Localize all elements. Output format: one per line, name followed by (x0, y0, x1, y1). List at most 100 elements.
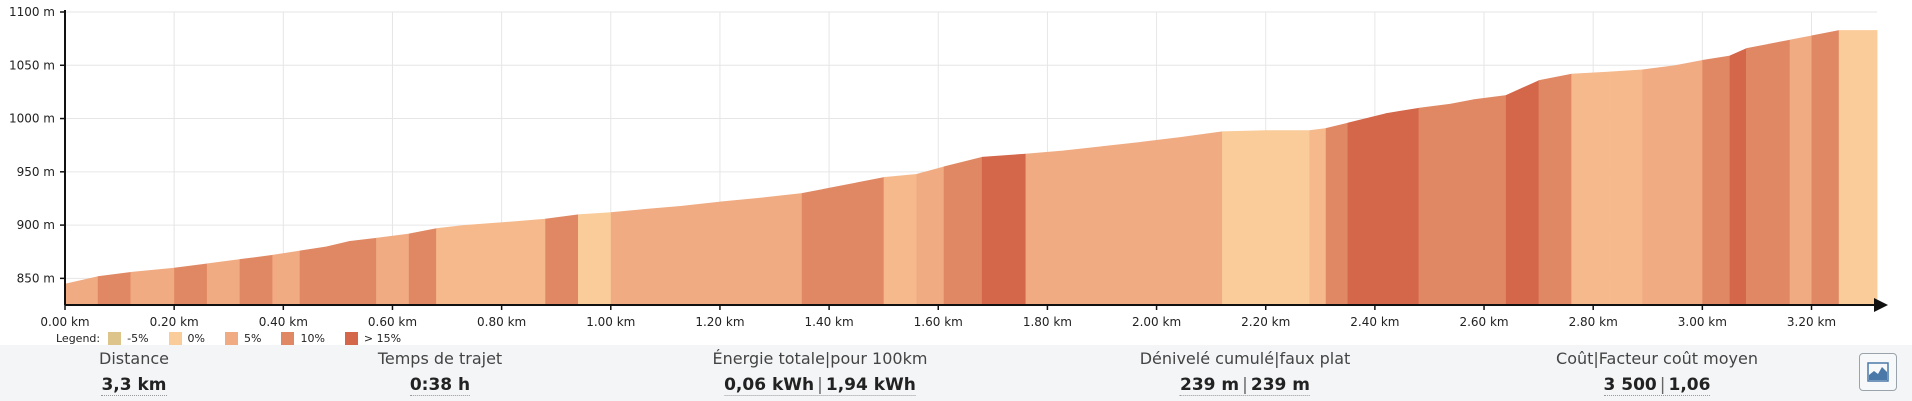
elevation-chart: 0.00 km 0.20 km 0.40 km 0.60 km 0.80 km 1.00 … (9, 5, 1888, 329)
elevation-segment (578, 212, 612, 305)
elevation-segment (856, 177, 885, 305)
elevation-segment (376, 233, 410, 305)
legend-label: -5% (127, 331, 149, 345)
elevation-segment (507, 218, 546, 305)
elevation-segment (97, 271, 131, 305)
stat-value: 0,06 kWh | 1,94 kWh (724, 375, 916, 396)
legend-title: Legend: (56, 331, 101, 345)
legend-entry: 5% (225, 331, 261, 345)
elevation-segment (348, 237, 377, 305)
x-tick-label: 0.20 km (150, 315, 199, 329)
legend-swatch (225, 331, 238, 345)
elevation-segment (463, 221, 508, 305)
elevation-segment (643, 205, 683, 305)
stat-value: 0:38 h (409, 375, 471, 396)
y-tick-label: 1000 m (9, 112, 55, 126)
x-tick-label: 2.20 km (1241, 315, 1290, 329)
stat-energy: Énergie totale|pour 100km 0,06 kWh | 1,94 … (712, 345, 928, 396)
elevation-segment (1609, 69, 1643, 305)
elevation-segment (1473, 95, 1507, 305)
x-tick-label: 3.20 km (1787, 315, 1836, 329)
elevation-segment (1675, 59, 1703, 306)
stat-distance: Distance 3,3 km (99, 345, 169, 396)
x-tick-label: 3.00 km (1678, 315, 1727, 329)
elevation-segment (1538, 73, 1572, 306)
y-tick-label: 1100 m (9, 5, 55, 19)
legend-label: 0% (187, 331, 205, 345)
legend-entry: -5% (108, 331, 149, 345)
legend-entry: > 15% (344, 331, 402, 345)
x-tick-label: 0.00 km (40, 315, 89, 329)
elevation-segment (239, 254, 273, 305)
x-tick-label: 1.60 km (914, 315, 963, 329)
elevation-segment (65, 276, 99, 305)
x-tick-label: 0.60 km (368, 315, 417, 329)
axes (60, 10, 1877, 310)
elevation-segment (883, 173, 917, 305)
elevation-segment (130, 267, 175, 305)
stat-label: Dénivelé cumulé|faux plat (1139, 349, 1351, 368)
elevation-segment (1702, 55, 1731, 305)
stat-elevation-gain: Dénivelé cumulé|faux plat 239 m | 239 m (1139, 345, 1351, 396)
legend-label: 10% (300, 331, 325, 345)
elevation-segment (1767, 39, 1791, 306)
elevation-segment (1265, 130, 1310, 305)
elevation-segment (272, 250, 301, 305)
x-tick-label: 2.60 km (1459, 315, 1508, 329)
x-tick-label: 1.40 km (805, 315, 854, 329)
elevation-segment (1789, 35, 1812, 305)
elevation-profile-icon (1867, 362, 1889, 382)
x-tick-label: 1.20 km (695, 315, 744, 329)
stat-value: 3,3 km (101, 375, 167, 396)
elevation-segment (1729, 48, 1747, 305)
legend-swatch (281, 331, 295, 345)
stat-label: Distance (99, 349, 169, 368)
elevation-segment (174, 263, 208, 305)
elevation-segment (719, 197, 765, 305)
elevation-segment (1140, 136, 1185, 305)
stat-label: Temps de trajet (377, 349, 503, 368)
elevation-segment (1746, 43, 1769, 306)
elevation-segment (1838, 30, 1878, 305)
x-tick-label: 2.40 km (1350, 315, 1399, 329)
elevation-segment (299, 246, 328, 305)
elevation-segment (681, 201, 721, 305)
y-tick-label: 900 m (17, 218, 55, 232)
y-tick-labels: 850 m 900 m 950 m 1000 m 1050 m 1100 m (9, 5, 55, 285)
elevation-segment (801, 188, 825, 305)
stat-cost: Coût|Facteur coût moyen 3 500 | 1,06 (1556, 345, 1758, 396)
elevation-segment (545, 214, 579, 305)
legend-entry: 0% (168, 331, 205, 345)
elevation-segment (1451, 99, 1474, 305)
elevation-segment (1101, 141, 1141, 305)
y-tick-label: 1050 m (9, 58, 55, 72)
legend-items: -5% 0% 5% 10% > 15% (108, 331, 421, 345)
legend-swatch (108, 331, 122, 345)
elevation-segment (1418, 103, 1452, 305)
elevation-segment (763, 193, 803, 305)
stat-value: 3 500 | 1,06 (1603, 375, 1711, 396)
elevation-segment (943, 156, 983, 305)
elevation-segment (1309, 128, 1327, 305)
elevation-segment (916, 166, 945, 305)
stat-label: Énergie totale|pour 100km (712, 349, 928, 368)
position-marker-icon[interactable] (1874, 298, 1888, 312)
elevation-segment (1385, 107, 1419, 306)
x-tick-label: 1.80 km (1023, 315, 1072, 329)
elevation-segment (610, 209, 644, 305)
x-tick-labels: 0.00 km 0.20 km 0.40 km 0.60 km 0.80 km 1.00 … (40, 315, 1836, 329)
legend-label: > 15% (363, 331, 402, 345)
chart-legend: Legend: -5% 0% 5% 10% > 15% (56, 330, 421, 346)
elevation-segment (408, 228, 437, 305)
elevation-segment (981, 153, 1026, 305)
elevation-segment (823, 182, 857, 305)
x-tick-label: 2.00 km (1132, 315, 1181, 329)
legend-swatch (168, 331, 182, 345)
legend-entry: 10% (281, 331, 325, 345)
elevation-profile-button[interactable] (1859, 353, 1897, 391)
y-tick-label: 850 m (17, 271, 55, 285)
elevation-segment (1642, 65, 1676, 305)
x-tick-label: 0.80 km (477, 315, 526, 329)
elevation-segment (1347, 113, 1387, 305)
stats-bar: Distance 3,3 km Temps de trajet 0:38 h É… (0, 345, 1912, 401)
